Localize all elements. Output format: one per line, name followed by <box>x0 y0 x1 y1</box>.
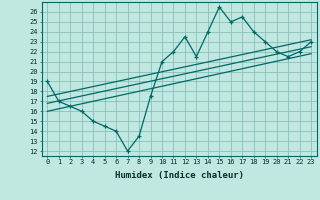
X-axis label: Humidex (Indice chaleur): Humidex (Indice chaleur) <box>115 171 244 180</box>
